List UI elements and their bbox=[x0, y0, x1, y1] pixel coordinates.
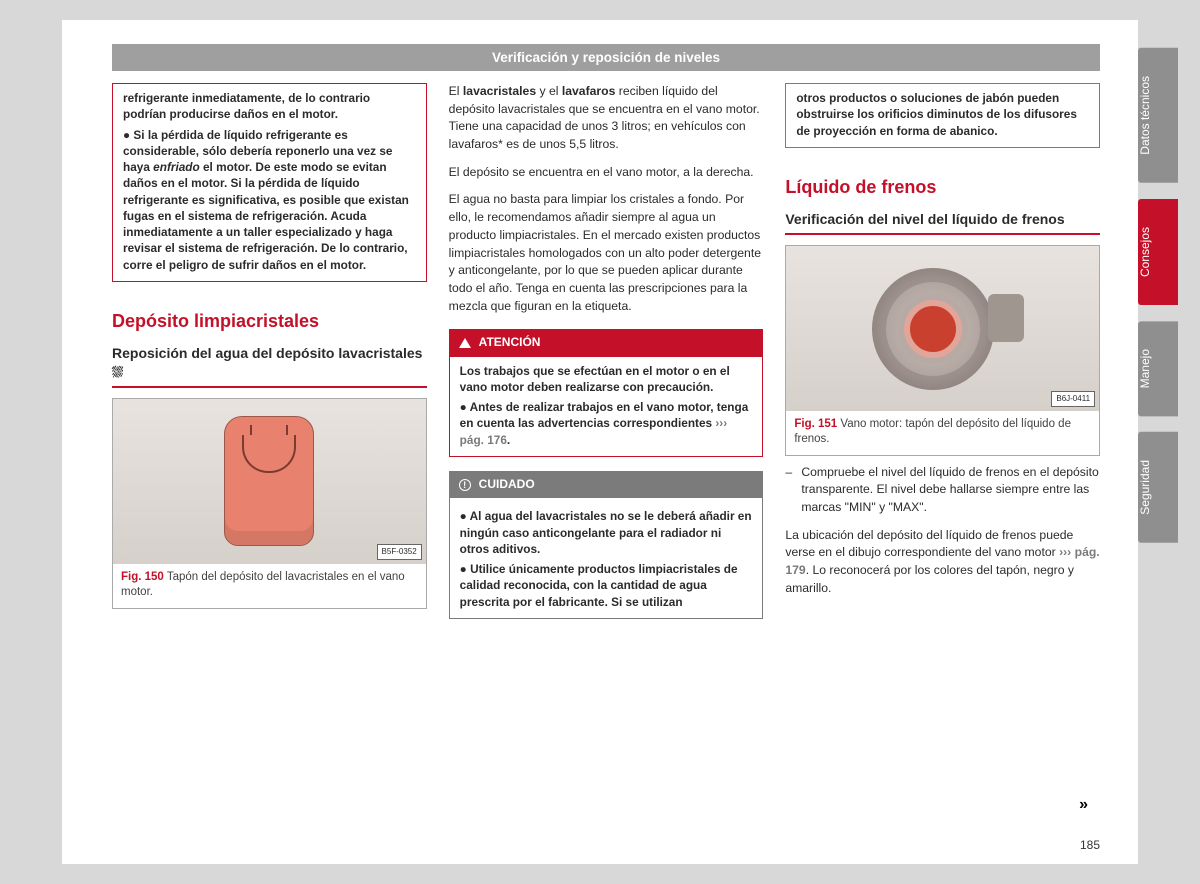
atencion-header: ATENCIÓN bbox=[449, 329, 764, 356]
warning-text: refrigerante inmediatamente, de lo contr… bbox=[123, 90, 416, 123]
continue-next-icon: » bbox=[1079, 796, 1088, 814]
tab-datos-tecnicos[interactable]: Datos técnicos bbox=[1138, 48, 1178, 183]
cuidado-body: ● Al agua del lavacristales no se le deb… bbox=[449, 498, 764, 619]
figure-caption: Fig. 151 Vano motor: tapón del depósito … bbox=[786, 411, 1099, 455]
cuidado-bullet: ● Utilice únicamente productos limpiacri… bbox=[460, 561, 753, 610]
warning-box-coolant: refrigerante inmediatamente, de lo contr… bbox=[112, 83, 427, 282]
section-title-washer: Depósito limpiacristales bbox=[112, 308, 427, 334]
check-instruction: – Compruebe el nivel del líquido de fren… bbox=[785, 464, 1100, 517]
brake-cap-illustration bbox=[868, 264, 1018, 392]
atencion-body: Los trabajos que se efectúan en el motor… bbox=[449, 357, 764, 457]
figure-code-label: B5F-0352 bbox=[377, 544, 422, 560]
cuidado-header: ! CUIDADO bbox=[449, 471, 764, 498]
manual-page: Verificación y reposición de niveles ref… bbox=[62, 20, 1138, 864]
warning-bullet: ● Si la pérdida de líquido refrigerante … bbox=[123, 127, 416, 273]
caution-icon: ! bbox=[459, 479, 471, 491]
figure-code-label: B6J-0411 bbox=[1051, 391, 1095, 407]
figure-151: B6J-0411 Fig. 151 Vano motor: tapón del … bbox=[785, 245, 1100, 456]
paragraph: El agua no basta para limpiar los crista… bbox=[449, 191, 764, 315]
cuidado-callout: ! CUIDADO ● Al agua del lavacristales no… bbox=[449, 471, 764, 619]
column-3: otros productos o soluciones de jabón pu… bbox=[785, 83, 1100, 619]
cuidado-bullet: ● Al agua del lavacristales no se le deb… bbox=[460, 508, 753, 557]
figure-image: B5F-0352 bbox=[113, 399, 426, 564]
warning-triangle-icon bbox=[459, 338, 471, 348]
paragraph: El depósito se encuentra en el vano moto… bbox=[449, 164, 764, 182]
tab-seguridad[interactable]: Seguridad bbox=[1138, 432, 1178, 543]
tab-consejos[interactable]: Consejos bbox=[1138, 199, 1178, 305]
page-header: Verificación y reposición de niveles bbox=[112, 44, 1100, 71]
paragraph: El lavacristales y el lavafaros reciben … bbox=[449, 83, 764, 154]
atencion-bullet: ● Antes de realizar trabajos en el vano … bbox=[460, 399, 753, 448]
figure-image: B6J-0411 bbox=[786, 246, 1099, 411]
washer-cap-illustration bbox=[224, 416, 314, 546]
subsection-brake-check: Verificación del nivel del líquido de fr… bbox=[785, 210, 1100, 235]
page-number: 185 bbox=[1080, 838, 1100, 852]
tab-manejo[interactable]: Manejo bbox=[1138, 321, 1178, 416]
content-columns: refrigerante inmediatamente, de lo contr… bbox=[112, 83, 1100, 619]
side-tabs: Datos técnicos Consejos Manejo Seguridad bbox=[1138, 48, 1200, 543]
cuidado-continuation: otros productos o soluciones de jabón pu… bbox=[785, 83, 1100, 148]
column-1: refrigerante inmediatamente, de lo contr… bbox=[112, 83, 427, 619]
figure-caption: Fig. 150 Tapón del depósito del lavacris… bbox=[113, 564, 426, 608]
atencion-callout: ATENCIÓN Los trabajos que se efectúan en… bbox=[449, 329, 764, 457]
column-2: El lavacristales y el lavafaros reciben … bbox=[449, 83, 764, 619]
figure-150: B5F-0352 Fig. 150 Tapón del depósito del… bbox=[112, 398, 427, 609]
subsection-washer-refill: Reposición del agua del depósito lavacri… bbox=[112, 344, 427, 388]
washer-symbol-icon: ⛆ bbox=[112, 364, 123, 380]
section-title-brake-fluid: Líquido de frenos bbox=[785, 174, 1100, 200]
paragraph: La ubicación del depósito del líquido de… bbox=[785, 527, 1100, 598]
atencion-text: Los trabajos que se efectúan en el motor… bbox=[460, 363, 753, 396]
